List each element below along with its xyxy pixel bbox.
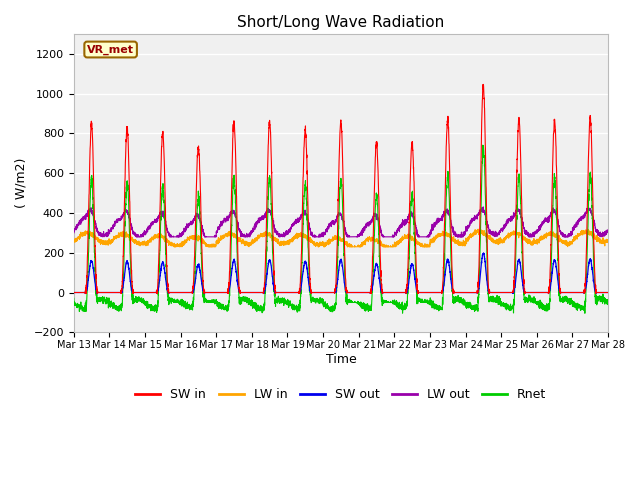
Y-axis label: ( W/m2): ( W/m2) <box>15 158 28 208</box>
Text: VR_met: VR_met <box>87 44 134 55</box>
X-axis label: Time: Time <box>326 353 356 366</box>
Legend: SW in, LW in, SW out, LW out, Rnet: SW in, LW in, SW out, LW out, Rnet <box>131 384 552 406</box>
Title: Short/Long Wave Radiation: Short/Long Wave Radiation <box>237 15 445 30</box>
